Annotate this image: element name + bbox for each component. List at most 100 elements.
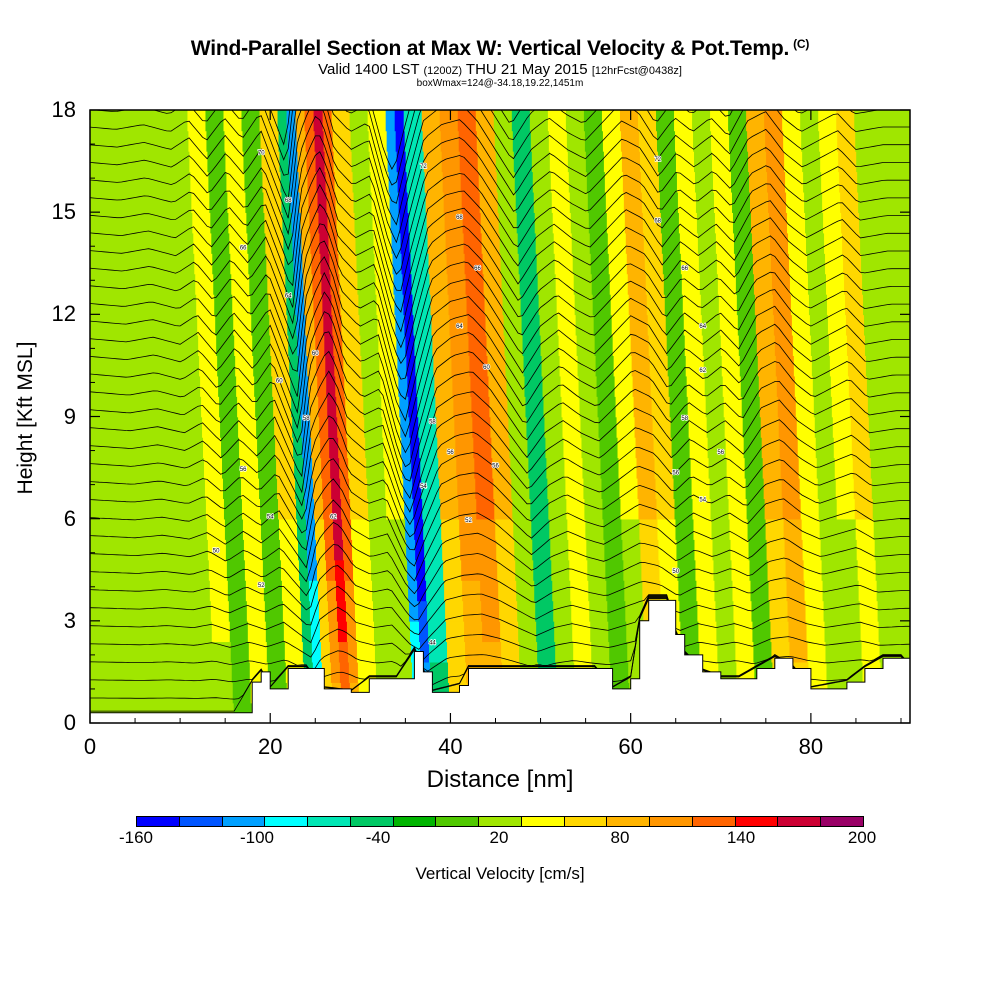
heatmap-cell <box>410 436 421 459</box>
heatmap-cell <box>401 253 412 275</box>
heatmap-cell <box>102 416 131 438</box>
heatmap-cell <box>208 559 228 581</box>
heatmap-cell <box>393 273 404 295</box>
isentrope-line <box>90 240 910 380</box>
heatmap-cell <box>905 620 907 643</box>
heatmap-cell <box>128 396 157 418</box>
heatmap-cell <box>512 130 532 152</box>
heatmap-cell <box>336 396 347 418</box>
heatmap-cell <box>854 110 883 132</box>
heatmap-cell <box>874 539 903 561</box>
heatmap-cell <box>242 518 262 540</box>
heatmap-cell <box>785 559 805 581</box>
heatmap-cell <box>493 110 513 132</box>
heatmap-cell <box>555 641 574 663</box>
heatmap-cell <box>527 436 547 459</box>
heatmap-cell <box>344 559 354 581</box>
colorbar-tick-label: 140 <box>726 828 756 847</box>
heatmap-cell <box>788 253 808 275</box>
heatmap-cell <box>331 293 342 316</box>
heatmap-cell <box>242 130 262 152</box>
heatmap-cell <box>443 191 463 213</box>
heatmap-cell <box>90 600 113 622</box>
heatmap-cell <box>628 293 648 316</box>
heatmap-cell <box>320 253 331 275</box>
heatmap-cell <box>293 436 303 459</box>
heatmap-cell <box>768 191 787 213</box>
heatmap-cell <box>749 559 769 581</box>
heatmap-cell <box>772 293 792 316</box>
isentrope-line <box>90 521 910 595</box>
heatmap-cell <box>866 375 895 397</box>
heatmap-cell <box>448 661 467 683</box>
heatmap-cell <box>291 212 302 234</box>
heatmap-cell <box>356 641 376 663</box>
heatmap-cell <box>904 600 906 622</box>
heatmap-cell <box>420 457 440 479</box>
heatmap-cell <box>422 130 442 152</box>
heatmap-cell <box>128 375 156 397</box>
heatmap-cell <box>823 212 842 234</box>
heatmap-cell <box>766 150 785 173</box>
heatmap-cell <box>407 191 427 213</box>
heatmap-cell <box>598 416 618 438</box>
heatmap-cell <box>569 191 589 213</box>
heatmap-cell <box>461 191 481 213</box>
heatmap-cell <box>460 171 480 193</box>
heatmap-cell <box>465 273 485 295</box>
heatmap-cell <box>225 539 245 561</box>
heatmap-cell <box>793 355 813 377</box>
heatmap-cell <box>441 150 461 173</box>
heatmap-cell <box>280 559 300 581</box>
heatmap-cell <box>229 232 249 254</box>
heatmap-cell <box>467 314 487 336</box>
heatmap-cell <box>320 436 330 459</box>
heatmap-cell <box>462 579 481 602</box>
isentrope-label: 60 <box>312 351 319 357</box>
heatmap-cell <box>830 375 850 397</box>
heatmap-cell <box>324 334 335 356</box>
x-tick-label: 60 <box>618 734 643 759</box>
heatmap-cell <box>429 661 449 683</box>
heatmap-cell <box>808 661 828 683</box>
heatmap-cell <box>506 375 526 397</box>
heatmap-cell <box>407 375 418 397</box>
heatmap-cell <box>614 375 634 397</box>
heatmap-cell <box>589 232 609 254</box>
heatmap-cell <box>400 416 411 438</box>
heatmap-cell <box>639 150 659 173</box>
heatmap-cell <box>822 191 841 213</box>
heatmap-cell <box>275 436 294 459</box>
heatmap-cell <box>764 498 784 520</box>
heatmap-cell <box>734 620 754 643</box>
heatmap-cell <box>317 579 328 602</box>
heatmap-cell <box>326 579 337 602</box>
heatmap-cell <box>696 212 716 234</box>
heatmap-cell <box>649 355 669 377</box>
colorbar-swatch <box>179 817 223 826</box>
heatmap-cell <box>568 539 588 561</box>
isentrope-label: 58 <box>303 416 310 422</box>
heatmap-cell <box>585 150 605 173</box>
heatmap-cell <box>296 130 307 152</box>
heatmap-cell <box>248 253 268 275</box>
heatmap-cell <box>706 416 726 438</box>
heatmap-cell <box>692 110 711 132</box>
axis-ticks <box>89 109 910 724</box>
heatmap-cell <box>499 232 519 254</box>
heatmap-cell <box>282 600 302 622</box>
heatmap-cell <box>573 273 593 295</box>
heatmap-cell <box>548 130 568 152</box>
heatmap-cell <box>452 375 472 397</box>
heatmap-cell <box>804 191 823 213</box>
heatmap-cell <box>190 559 210 581</box>
heatmap-cell <box>262 559 282 581</box>
heatmap-cell <box>120 212 149 234</box>
heatmap-cell <box>309 600 320 622</box>
heatmap-cell <box>349 110 369 132</box>
heatmap-cell <box>802 150 821 173</box>
heatmap-cell <box>657 150 677 173</box>
heatmap-cell <box>730 150 749 173</box>
heatmap-cell <box>458 498 478 520</box>
heatmap-cell <box>685 355 705 377</box>
